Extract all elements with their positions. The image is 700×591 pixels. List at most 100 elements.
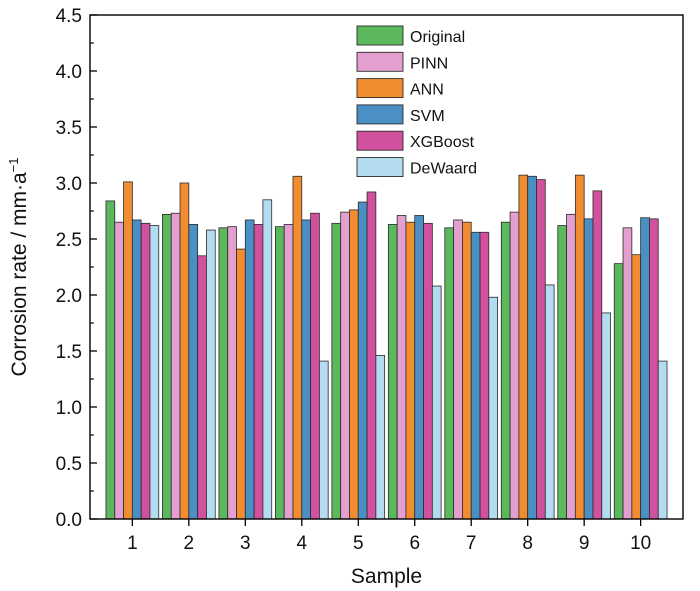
bar-ann-sample-10 — [631, 254, 642, 520]
y-axis-title-main: Corrosion rate / mm·a — [8, 172, 31, 377]
x-tick-label: 10 — [630, 533, 651, 554]
bar-pinn-sample-6 — [396, 215, 407, 520]
legend-swatch-pinn — [356, 51, 404, 72]
x-tick-label: 9 — [579, 533, 590, 554]
bar-ann-sample-8 — [518, 174, 529, 520]
y-axis-title: Corrosion rate / mm·a−1 — [6, 157, 31, 376]
bar-xgboost-sample-4 — [310, 212, 320, 520]
y-tick-label: 4.5 — [56, 6, 82, 27]
y-axis-title-superscript: −1 — [6, 157, 21, 172]
x-tick-label: 8 — [522, 533, 533, 554]
legend-swatch-xgboost — [356, 130, 404, 151]
bar-dewaard-sample-9 — [601, 312, 611, 520]
bar-ann-sample-3 — [236, 248, 246, 520]
bar-ann-sample-5 — [349, 209, 359, 520]
bar-xgboost-sample-7 — [479, 231, 490, 520]
bar-xgboost-sample-2 — [197, 255, 207, 520]
bar-pinn-sample-10 — [622, 227, 633, 520]
legend: Original PINN ANN SVM XGBoost DeWaard — [356, 25, 477, 178]
bar-xgboost-sample-8 — [536, 179, 546, 520]
legend-swatch-original — [356, 25, 404, 46]
bar-ann-sample-9 — [574, 174, 585, 520]
bar-xgboost-sample-6 — [423, 222, 433, 520]
y-tick-label: 1.0 — [56, 398, 82, 419]
bar-pinn-sample-8 — [509, 211, 520, 520]
x-tick-label: 6 — [409, 533, 420, 554]
y-tick-label: 0.5 — [56, 454, 82, 475]
bar-pinn-sample-7 — [453, 219, 463, 520]
x-axis-title: Sample — [351, 565, 422, 588]
bar-svm-sample-4 — [301, 219, 311, 520]
bar-ann-sample-1 — [123, 181, 133, 520]
legend-swatch-svm — [356, 104, 404, 125]
bar-xgboost-sample-9 — [592, 190, 603, 520]
bar-dewaard-sample-7 — [488, 296, 499, 520]
bar-ann-sample-4 — [292, 175, 303, 520]
bar-svm-sample-6 — [414, 215, 424, 520]
legend-label-ann: ANN — [410, 82, 444, 99]
bar-original-sample-4 — [274, 226, 285, 520]
bar-svm-sample-8 — [527, 175, 537, 520]
x-tick-label: 3 — [240, 533, 251, 554]
y-tick-label: 2.5 — [56, 230, 82, 251]
bar-original-sample-1 — [105, 200, 116, 520]
legend-swatch-ann — [356, 78, 404, 99]
bar-xgboost-sample-5 — [366, 191, 377, 520]
y-tick-label: 0.0 — [56, 510, 82, 531]
bar-original-sample-8 — [500, 221, 511, 520]
x-tick-label: 7 — [466, 533, 477, 554]
bar-dewaard-sample-5 — [375, 355, 386, 520]
bar-dewaard-sample-1 — [149, 225, 160, 520]
bar-pinn-sample-5 — [340, 211, 350, 520]
bar-dewaard-sample-3 — [262, 199, 273, 520]
bar-dewaard-sample-10 — [657, 360, 668, 520]
bar-pinn-sample-4 — [283, 224, 294, 520]
y-tick-label: 3.0 — [56, 174, 82, 195]
bar-svm-sample-1 — [131, 219, 142, 520]
x-tick-label: 4 — [296, 533, 307, 554]
bar-dewaard-sample-8 — [544, 284, 555, 520]
legend-label-dewaard: DeWaard — [410, 161, 477, 178]
x-tick-label: 5 — [353, 533, 364, 554]
bar-xgboost-sample-10 — [649, 218, 659, 520]
bar-dewaard-sample-2 — [206, 229, 216, 520]
bar-dewaard-sample-6 — [431, 285, 442, 520]
bar-xgboost-sample-3 — [253, 224, 264, 520]
legend-label-pinn: PINN — [410, 55, 448, 72]
bar-original-sample-6 — [387, 224, 398, 520]
bar-original-sample-2 — [162, 213, 172, 520]
bar-original-sample-3 — [218, 227, 229, 520]
bar-svm-sample-2 — [188, 224, 199, 520]
x-tick-label: 2 — [184, 533, 195, 554]
bar-pinn-sample-1 — [114, 221, 124, 520]
bar-ann-sample-6 — [405, 221, 416, 520]
bar-svm-sample-10 — [640, 217, 650, 520]
bar-ann-sample-7 — [462, 221, 472, 520]
bar-svm-sample-3 — [244, 219, 255, 520]
legend-label-svm: SVM — [410, 108, 445, 125]
bar-original-sample-7 — [444, 227, 455, 520]
bar-pinn-sample-9 — [566, 213, 576, 520]
legend-label-original: Original — [410, 29, 465, 46]
y-tick-label: 2.0 — [56, 286, 82, 307]
bar-original-sample-10 — [613, 263, 624, 520]
bars-layer — [105, 174, 668, 520]
legend-label-xgboost: XGBoost — [410, 134, 475, 151]
bar-original-sample-9 — [557, 225, 567, 520]
bar-svm-sample-7 — [470, 231, 481, 520]
bar-original-sample-5 — [331, 222, 342, 520]
x-tick-label: 1 — [127, 533, 138, 554]
legend-swatch-dewaard — [356, 157, 404, 177]
bar-xgboost-sample-1 — [140, 222, 151, 520]
bar-pinn-sample-3 — [227, 226, 237, 520]
bar-svm-sample-9 — [583, 218, 594, 520]
y-tick-label: 3.5 — [56, 118, 82, 139]
y-tick-label: 1.5 — [56, 342, 82, 363]
bar-ann-sample-2 — [179, 182, 190, 520]
bar-pinn-sample-2 — [170, 212, 181, 520]
y-tick-label: 4.0 — [56, 62, 82, 83]
bar-svm-sample-5 — [357, 201, 368, 520]
bar-dewaard-sample-4 — [318, 360, 329, 520]
